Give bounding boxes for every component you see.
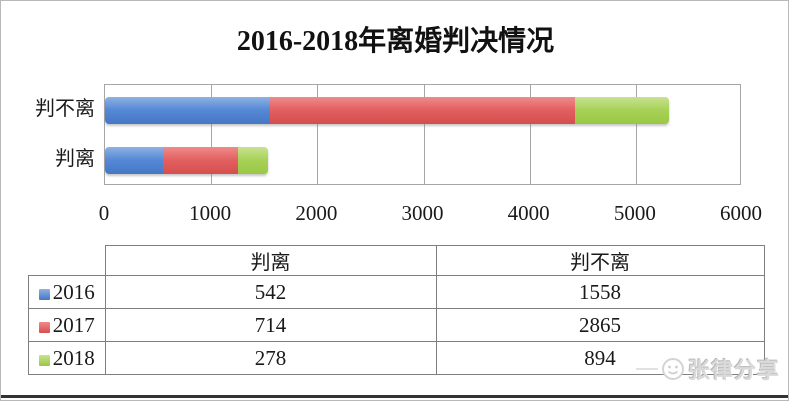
legend-year-label: 2018 <box>52 345 95 370</box>
gridline <box>529 85 531 184</box>
table-value-cell: 894 <box>435 341 765 375</box>
table-value-cell: 278 <box>104 341 437 375</box>
legend-year-label: 2017 <box>52 312 95 337</box>
chart-title: 2016-2018年离婚判决情况 <box>236 26 555 57</box>
table-row: 2018 278 894 <box>28 341 765 375</box>
table-row: 2016 542 1558 <box>28 275 765 309</box>
table-value-cell: 2865 <box>435 308 765 342</box>
bar-segment-2017 <box>162 147 239 174</box>
gridline <box>211 85 213 184</box>
bar-segment-2018 <box>574 97 670 124</box>
x-tick-label: 0 <box>98 201 110 225</box>
bar-segment-2018 <box>238 147 268 174</box>
chart-data-table: 判离 判不离 2016 542 1558 2017 714 2865 2018 278 894 <box>28 245 765 375</box>
gridline <box>317 85 319 184</box>
table-corner-cell <box>28 245 106 276</box>
table-value-cell: 1558 <box>435 275 765 309</box>
x-tick-label: 6000 <box>720 201 762 225</box>
bar-segment-2016 <box>105 147 163 174</box>
legend-year-label: 2016 <box>52 279 95 304</box>
stacked-bar-判离 <box>105 147 268 174</box>
legend-key-icon <box>38 288 50 300</box>
table-row-label: 2016 <box>28 275 106 309</box>
watermark: 张律分享 <box>635 353 780 385</box>
table-header-row: 判离 判不离 <box>28 245 765 276</box>
table-header: 判离 判不离 <box>28 245 765 276</box>
table-value-cell: 542 <box>104 275 437 309</box>
legend-key-icon <box>38 321 50 333</box>
table-column-header: 判离 <box>104 245 437 276</box>
table-value-cell: 714 <box>104 308 437 342</box>
table-body: 2016 542 1558 2017 714 2865 2018 278 894 <box>28 275 765 375</box>
x-tick-label: 5000 <box>613 201 656 225</box>
category-label: 判不离 <box>35 98 95 120</box>
table-column-header: 判不离 <box>435 245 765 276</box>
bar-segment-2017 <box>270 97 575 124</box>
watermark-text: 张律分享 <box>687 358 780 383</box>
table-row-label: 2017 <box>28 308 106 342</box>
category-label: 判离 <box>55 148 95 170</box>
x-tick-label: 4000 <box>507 201 550 225</box>
watermark-line <box>635 368 658 370</box>
gridline <box>635 85 637 184</box>
smiley-face-icon <box>661 358 684 380</box>
stacked-bar-判不离 <box>105 97 670 124</box>
table-row: 2017 714 2865 <box>28 308 765 342</box>
bottom-divider-line <box>1 395 788 398</box>
legend-key-icon <box>38 354 50 366</box>
x-tick-label: 2000 <box>295 201 338 225</box>
bar-segment-2016 <box>105 97 271 124</box>
x-tick-label: 3000 <box>401 201 444 225</box>
x-tick-label: 1000 <box>189 201 232 225</box>
plot-area <box>104 84 741 185</box>
gridline <box>423 85 425 184</box>
table-row-label: 2018 <box>28 341 106 375</box>
